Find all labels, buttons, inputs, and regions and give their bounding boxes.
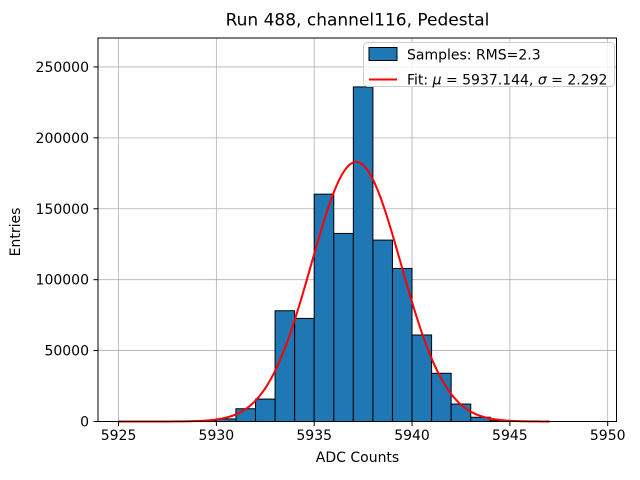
histogram-bar [294, 317, 315, 422]
y-tick-label: 200000 [36, 131, 89, 147]
histogram-bars [196, 86, 511, 423]
chart-title: Run 488, channel116, Pedestal [226, 11, 490, 31]
legend-fit-mu-symbol: μ [432, 73, 442, 89]
legend-fit-sigma-value: = 2.292 [547, 73, 608, 89]
histogram-bar [333, 232, 354, 422]
x-tick-label: 5950 [590, 428, 626, 444]
x-tick-label: 5940 [394, 428, 430, 444]
histogram-bar [352, 86, 374, 422]
legend-fit-prefix: Fit: [407, 73, 433, 89]
histogram-bar [372, 239, 393, 422]
histogram-bar [313, 193, 335, 422]
legend-samples-swatch [368, 47, 398, 61]
histogram-bar [450, 403, 472, 423]
y-tick-label: 0 [80, 415, 89, 431]
legend-fit-label: Fit: μ = 5937.144, σ = 2.292 [407, 73, 607, 89]
x-tick-label: 5945 [492, 428, 528, 444]
y-tick-label: 50000 [44, 344, 89, 360]
histogram-bar [235, 408, 257, 422]
x-axis-label: ADC Counts [316, 450, 399, 466]
x-tick-labels: 5925 5930 5935 5940 5945 5950 [101, 428, 626, 444]
y-axis-label: Entries [8, 208, 24, 257]
plot-frame [97, 37, 617, 422]
legend-fit-mu-value: = 5937.144, [442, 73, 538, 89]
histogram-bar [255, 398, 276, 422]
legend-fit-sigma-symbol: σ [538, 73, 548, 89]
legend: Samples: RMS=2.3 Fit: μ = 5937.144, σ = … [363, 42, 615, 89]
y-tick-label: 100000 [36, 273, 89, 289]
histogram-bar [411, 334, 433, 422]
legend-samples-label: Samples: RMS=2.3 [407, 48, 541, 64]
x-tick-label: 5925 [101, 428, 137, 444]
axis-ticks [93, 66, 609, 426]
y-tick-labels: 0 50000 100000 150000 200000 250000 [36, 60, 89, 431]
y-tick-label: 150000 [36, 202, 89, 218]
x-tick-label: 5930 [199, 428, 235, 444]
legend-box [363, 42, 615, 87]
x-tick-label: 5935 [296, 428, 332, 444]
y-tick-label: 250000 [36, 60, 89, 76]
